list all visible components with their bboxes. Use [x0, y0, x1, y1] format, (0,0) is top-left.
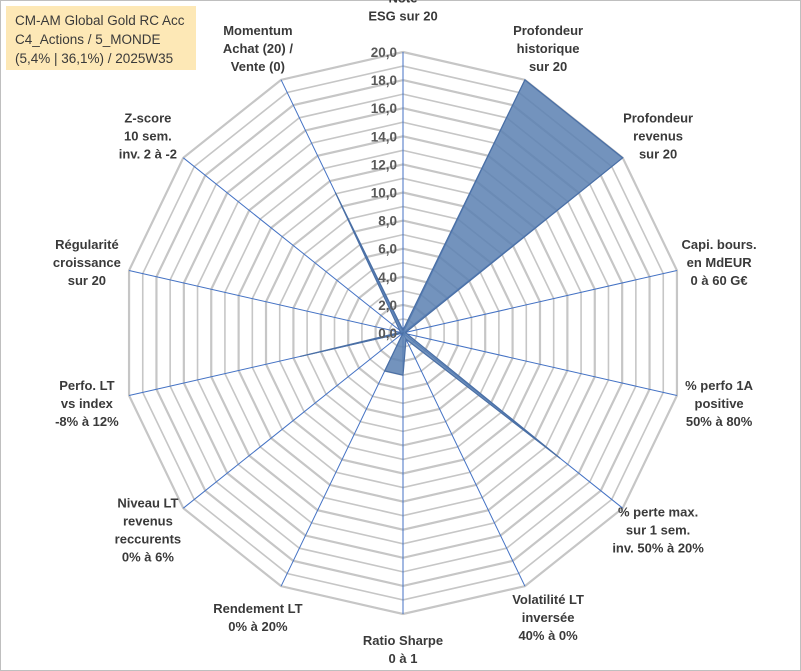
- axis-spoke: [402, 332, 678, 397]
- axis-label: Niveau LT revenus reccurents 0% à 6%: [115, 496, 181, 565]
- axis-label: Momentum Achat (20) / Vente (0): [223, 23, 293, 74]
- axis-spoke: [128, 269, 404, 334]
- tick-label: 20,0: [371, 45, 397, 60]
- axis-label: Perfo. LT vs index -8% à 12%: [55, 378, 119, 429]
- tick-label: 6,0: [378, 242, 397, 257]
- title-line-3: (5,4% | 36,1%) / 2025W35: [15, 51, 174, 66]
- radar-series: [300, 78, 624, 459]
- axis-label: Volatilité LT inversée 40% à 0%: [512, 592, 584, 643]
- tick-label: 2,0: [378, 298, 397, 313]
- axis-label: Profondeur revenus sur 20: [623, 111, 693, 162]
- tick-label: 16,0: [371, 101, 397, 116]
- chart-title-box: CM-AM Global Gold RC Acc C4_Actions / 5_…: [6, 6, 196, 70]
- radar-tick-labels: 0,0 2,0 4,0 6,0 8,0 10,0 12,0 14,0 16,0 18,0 20,0: [371, 45, 397, 341]
- axis-spoke: [402, 269, 678, 334]
- series-area: [300, 78, 624, 459]
- axis-spoke: [182, 332, 404, 509]
- axis-label: Rendement LT 0% à 20%: [213, 601, 302, 634]
- tick-label: 14,0: [371, 129, 397, 144]
- title-line-1: CM-AM Global Gold RC Acc: [15, 13, 185, 28]
- tick-label: 4,0: [378, 270, 397, 285]
- tick-label: 12,0: [371, 157, 397, 172]
- axis-spoke: [402, 332, 526, 587]
- tick-label: 8,0: [378, 214, 397, 229]
- axis-label: Capi. bours. en MdEUR 0 à 60 G€: [682, 237, 757, 288]
- axis-label: Ratio Sharpe 0 à 1: [363, 633, 443, 666]
- axis-spoke: [182, 157, 404, 334]
- axis-label: % perte max. sur 1 sem. inv. 50% à 20%: [612, 505, 704, 556]
- tick-label: 0,0: [378, 326, 397, 341]
- title-line-2: C4_Actions / 5_MONDE: [15, 32, 161, 47]
- axis-label: Z-score 10 sem. inv. 2 à -2: [119, 111, 177, 162]
- axis-label: NoteESG sur 20: [368, 0, 437, 24]
- axis-label: % perfo 1A positive 50% à 80%: [685, 378, 754, 429]
- axis-label: Régularité croissance sur 20: [53, 237, 121, 288]
- tick-label: 18,0: [371, 73, 397, 88]
- axis-label: Profondeur historique sur 20: [513, 23, 583, 74]
- tick-label: 10,0: [371, 186, 397, 201]
- axis-spoke: [280, 332, 404, 587]
